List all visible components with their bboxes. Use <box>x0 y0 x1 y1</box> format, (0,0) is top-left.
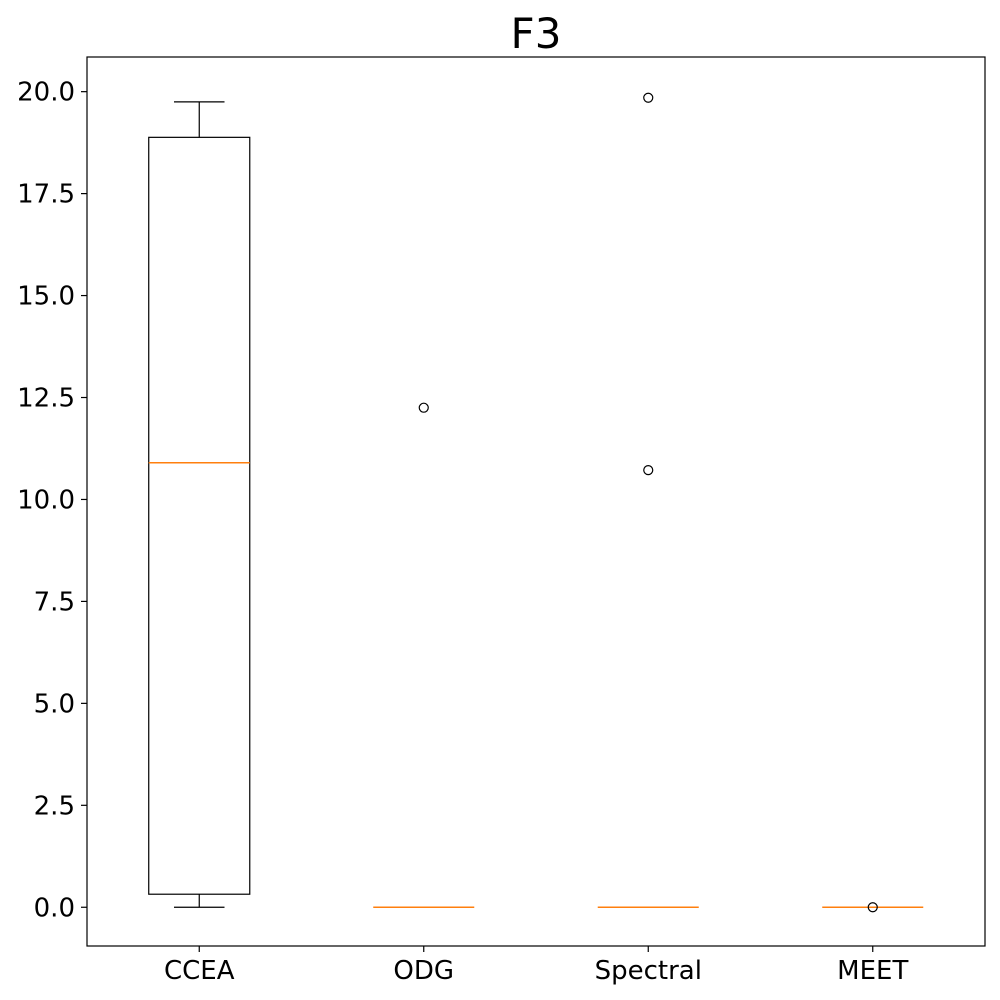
outlier-point <box>643 92 654 103</box>
y-tick-label: 7.5 <box>34 587 75 617</box>
y-tick-label: 12.5 <box>17 384 75 414</box>
y-tick-label: 2.5 <box>34 791 75 821</box>
chart-title: F3 <box>511 9 562 58</box>
y-tick-label: 17.5 <box>17 180 75 210</box>
plot-frame <box>86 56 986 947</box>
outlier-point <box>643 464 654 476</box>
plot-area: 0.0 2.5 5.0 7.5 10.0 12.5 15.0 17.5 20.0 CCEA ODG S… <box>17 56 986 986</box>
y-tick-label: 5.0 <box>34 689 75 719</box>
x-tick-label: Spectral <box>595 956 702 986</box>
y-tick-label: 15.0 <box>17 282 75 312</box>
outlier-point <box>418 402 429 413</box>
x-tick-label: MEET <box>837 956 908 986</box>
y-tick-label: 20.0 <box>17 78 75 108</box>
y-tick-label: 10.0 <box>17 485 75 515</box>
box-iqr <box>148 136 251 895</box>
x-tick-label: ODG <box>393 956 454 986</box>
outlier-point <box>867 902 878 913</box>
x-tick-label: CCEA <box>164 956 235 986</box>
y-tick-label: 0.0 <box>34 893 75 923</box>
